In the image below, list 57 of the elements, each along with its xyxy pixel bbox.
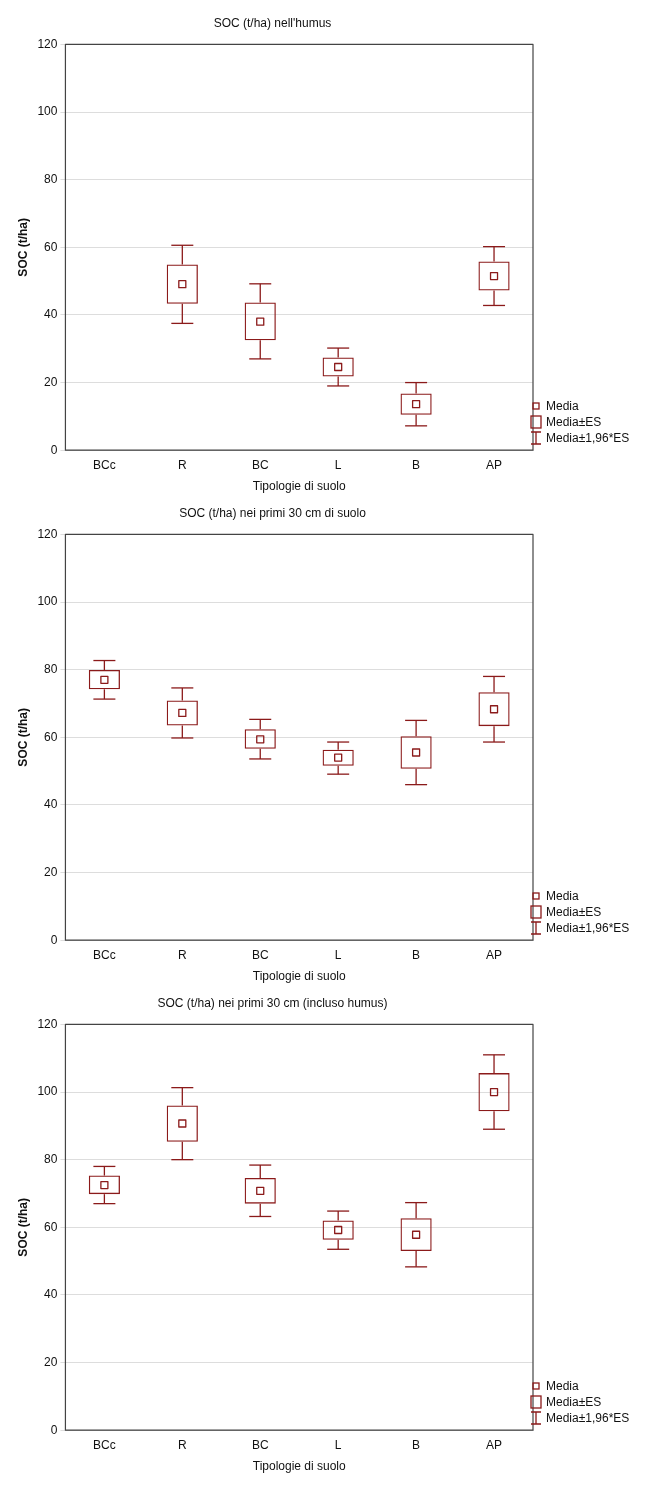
y-tick-label: 60 — [44, 239, 58, 254]
y-tick-label: 120 — [37, 1016, 58, 1031]
y-tick-label: 80 — [44, 1151, 58, 1166]
x-tick-label: BCc — [93, 947, 116, 962]
y-tick-label: 60 — [44, 729, 58, 744]
x-tick-label: BC — [251, 947, 269, 962]
y-tick-label: 60 — [44, 1219, 58, 1234]
y-tick-label: 20 — [44, 864, 58, 879]
text: Media±ES — [546, 905, 602, 919]
x-tick-label: AP — [486, 947, 503, 962]
y-tick-label: 0 — [50, 932, 58, 947]
x-tick-label: B — [412, 457, 421, 472]
x-tick-label: BC — [251, 1437, 269, 1452]
x-tick-label: BCc — [93, 1437, 116, 1452]
y-tick-label: 120 — [37, 526, 58, 541]
text: Media±1,96*ES — [546, 1411, 630, 1425]
y-tick-label: 0 — [50, 1422, 58, 1437]
chart-title: SOC (t/ha) nei primi 30 cm di suolo — [179, 505, 367, 520]
x-tick-label: BC — [251, 457, 269, 472]
y-tick-label: 120 — [37, 36, 58, 51]
x-tick-label: BCc — [93, 457, 116, 472]
y-tick-label: 40 — [44, 797, 58, 812]
x-tick-label: L — [334, 457, 342, 472]
y-axis-title: SOC (t/ha) — [15, 1197, 30, 1257]
y-tick-label: 100 — [37, 104, 58, 119]
x-axis-title: Tipologie di suolo — [252, 479, 347, 494]
y-tick-label: 80 — [44, 661, 58, 676]
chart-title: SOC (t/ha) nell'humus — [213, 15, 332, 30]
text: Media±1,96*ES — [546, 921, 630, 935]
y-axis-title: SOC (t/ha) — [15, 707, 30, 767]
y-tick-label: 40 — [44, 307, 58, 322]
x-tick-label: AP — [486, 457, 503, 472]
x-tick-label: L — [334, 947, 342, 962]
text: Media±ES — [546, 415, 602, 429]
y-tick-label: 80 — [44, 171, 58, 186]
x-tick-label: B — [412, 1437, 421, 1452]
y-tick-label: 100 — [37, 594, 58, 609]
text: Media — [546, 1379, 579, 1393]
chart-title: SOC (t/ha) nei primi 30 cm (incluso humus) — [157, 995, 388, 1010]
y-tick-label: 20 — [44, 1354, 58, 1369]
y-tick-label: 40 — [44, 1287, 58, 1302]
y-tick-label: 20 — [44, 374, 58, 389]
x-tick-label: R — [177, 457, 187, 472]
y-tick-label: 100 — [37, 1084, 58, 1099]
text: Media — [546, 889, 579, 903]
text: Media — [546, 399, 579, 413]
x-tick-label: R — [177, 1437, 187, 1452]
x-tick-label: R — [177, 947, 187, 962]
y-tick-label: 0 — [50, 442, 58, 457]
y-axis-title: SOC (t/ha) — [15, 217, 30, 277]
x-tick-label: AP — [486, 1437, 503, 1452]
text: Media±1,96*ES — [546, 431, 630, 445]
x-axis-title: Tipologie di suolo — [252, 1459, 347, 1474]
x-tick-label: L — [334, 1437, 342, 1452]
x-axis-title: Tipologie di suolo — [252, 969, 347, 984]
x-tick-label: B — [412, 947, 421, 962]
text: Media±ES — [546, 1395, 602, 1409]
